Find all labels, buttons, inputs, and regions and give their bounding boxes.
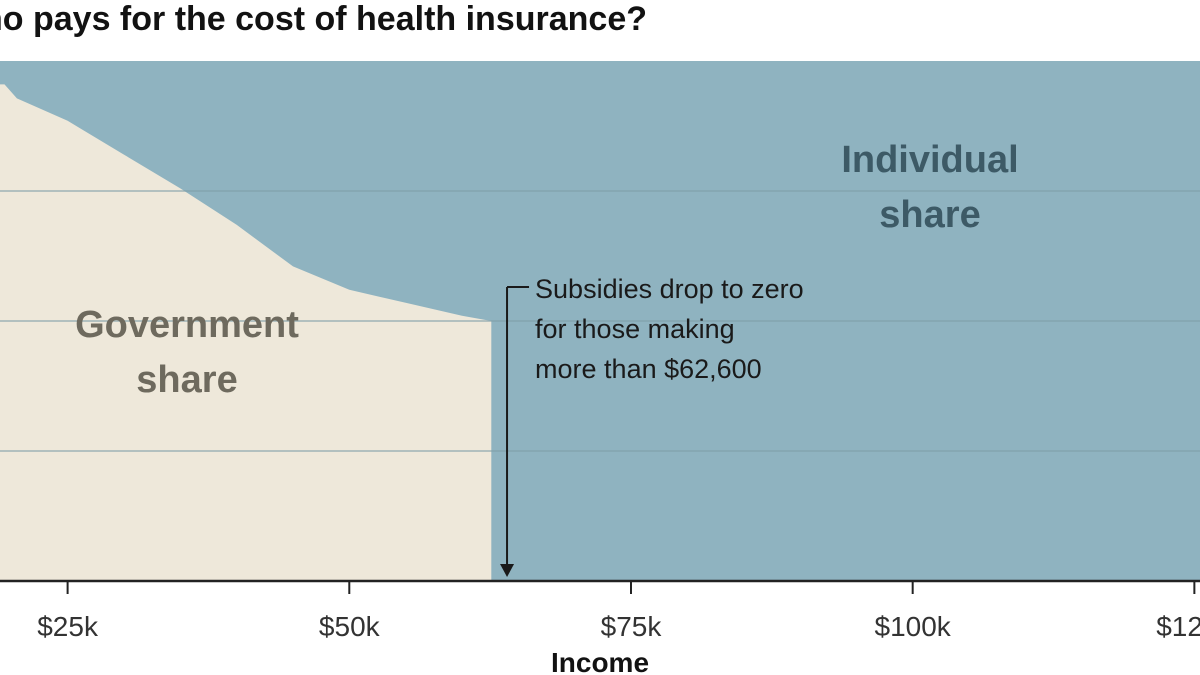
x-tick-label: $125k: [1156, 611, 1200, 642]
individual-share-label: Individual: [841, 139, 1018, 181]
government-share-area: [0, 84, 492, 582]
x-tick-label: $100k: [875, 611, 952, 642]
annotation-text: Subsidies drop to zero: [535, 274, 804, 304]
x-tick-label: $25k: [37, 611, 99, 642]
government-share-label: share: [136, 359, 237, 401]
chart-title: ho pays for the cost of health insurance…: [0, 0, 647, 38]
individual-share-label: share: [879, 194, 980, 236]
x-tick-label: $75k: [601, 611, 663, 642]
government-share-label: Government: [75, 304, 299, 346]
x-axis-title: Income: [551, 647, 649, 675]
x-tick-label: $50k: [319, 611, 381, 642]
annotation-text: for those making: [535, 314, 735, 344]
annotation-arrowhead: [500, 564, 515, 577]
annotation-text: more than $62,600: [535, 354, 762, 384]
